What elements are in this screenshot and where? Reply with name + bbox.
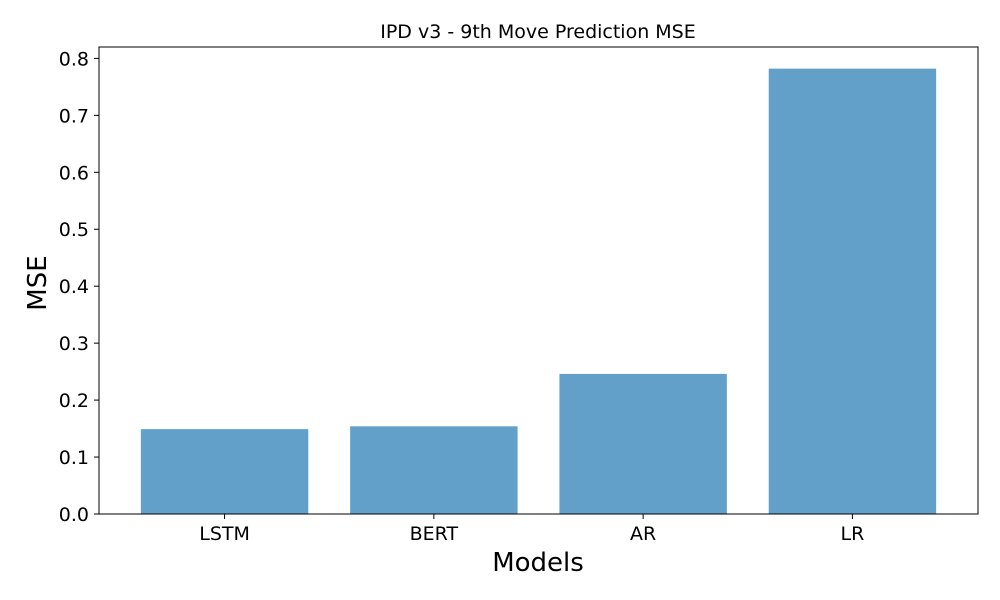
y-tick-label: 0.6	[59, 162, 89, 184]
y-tick-label: 0.8	[59, 48, 89, 70]
y-tick-label: 0.1	[59, 447, 89, 469]
y-tick-label: 0.7	[59, 105, 89, 127]
bars-group	[140, 68, 937, 514]
y-tick-label: 0.3	[59, 333, 89, 355]
y-tick-label: 0.4	[59, 276, 89, 298]
bar-bert	[350, 426, 518, 514]
bar-ar	[559, 373, 727, 514]
x-axis-label: Models	[492, 548, 584, 578]
x-tick-label: AR	[630, 523, 656, 545]
plot-area-frame	[98, 46, 979, 515]
x-tick-label: LSTM	[199, 523, 250, 545]
y-tick-label: 0.0	[59, 504, 89, 526]
bar-lstm	[140, 429, 309, 514]
y-tick-label: 0.2	[59, 390, 89, 412]
bar-lr	[768, 68, 937, 514]
x-tick-label: LR	[841, 523, 865, 545]
y-axis-ticks: 0.0 0.1 0.2 0.3 0.4 0.5 0.6 0.7 0.8	[59, 48, 99, 526]
x-tick-label: BERT	[410, 523, 459, 545]
y-axis-label: MSE	[23, 255, 53, 310]
y-tick-label: 0.5	[59, 219, 89, 241]
x-axis-ticks: LSTM BERT AR LR	[199, 514, 864, 545]
chart-title: IPD v3 - 9th Move Prediction MSE	[380, 21, 696, 43]
